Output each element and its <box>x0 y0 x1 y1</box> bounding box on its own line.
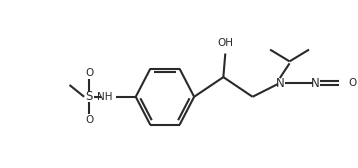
Text: O: O <box>348 78 356 88</box>
Text: N: N <box>275 76 284 90</box>
Text: OH: OH <box>217 38 233 48</box>
Text: O: O <box>85 68 93 78</box>
Text: N: N <box>310 76 319 90</box>
Text: S: S <box>85 90 93 103</box>
Text: NH: NH <box>97 92 112 102</box>
Text: O: O <box>85 115 93 125</box>
